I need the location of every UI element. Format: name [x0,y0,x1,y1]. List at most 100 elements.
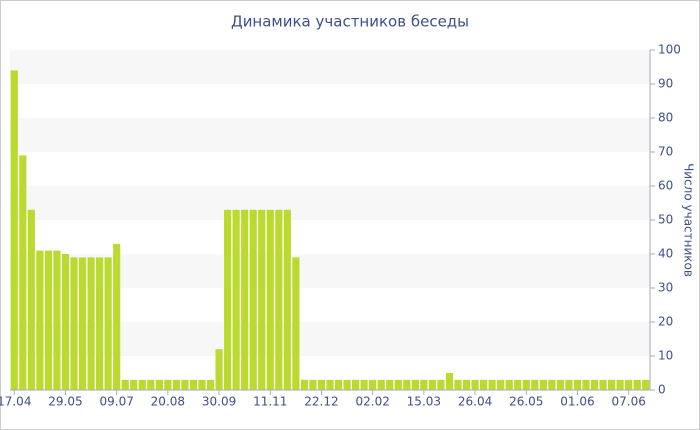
x-tick-label: 09.07 [99,395,133,409]
bar [155,379,163,390]
bar [138,379,146,390]
bar [590,379,599,390]
bar [300,379,308,390]
bar [582,379,590,390]
bar [181,379,189,390]
bar [241,209,249,390]
bar [172,379,180,390]
y-tick-label: 70 [658,145,673,159]
bar [497,379,505,390]
bar [445,373,454,390]
bar [531,379,539,390]
bar [189,379,198,390]
bar [283,209,291,390]
x-tick-label: 07.06 [611,395,645,409]
bar [360,379,368,390]
bar [522,379,530,390]
bar [514,379,522,390]
bar [78,257,87,390]
bar [428,379,436,390]
bar [343,379,351,390]
bar [96,257,104,390]
bar [147,379,155,390]
bar [215,349,223,390]
x-tick-label: 11.11 [253,395,287,409]
bar [10,70,18,391]
bar [599,379,607,390]
x-tick-label: 29.05 [48,395,82,409]
chart-title: Динамика участников беседы [231,13,469,31]
bar [420,379,428,390]
bar [130,379,138,390]
bar [206,379,215,390]
y-tick-label: 20 [658,315,673,329]
bar [249,209,257,390]
bar [411,379,419,390]
bar [19,155,27,390]
grid-band [10,118,650,152]
x-tick-label: 15.03 [407,395,441,409]
x-tick-label: 30.09 [202,395,236,409]
bar [232,209,240,390]
x-tick-label: 26.05 [509,395,543,409]
y-tick-label: 40 [658,247,673,261]
bar [386,379,394,390]
bar [377,379,385,390]
y-tick-label: 80 [658,111,673,125]
y-tick-label: 0 [658,383,666,397]
bar [403,379,411,390]
x-tick-label: 20.08 [151,395,185,409]
x-tick-label: 17.04 [0,395,31,409]
bar [573,379,582,390]
bar [394,379,402,390]
x-tick-label: 01.06 [560,395,594,409]
bar [258,209,266,390]
y-axis-title: Число участников [682,163,696,277]
bar [164,379,172,390]
bar [27,209,35,390]
y-tick-label: 90 [658,77,673,91]
bar [505,379,513,390]
bar [633,379,641,390]
x-tick-label: 26.04 [458,395,492,409]
bar [266,209,274,390]
bar [462,379,471,390]
x-tick-label: 02.02 [355,395,389,409]
bar [454,379,462,390]
y-tick-label: 30 [658,281,673,295]
bar [292,257,300,390]
bar [437,379,445,390]
bar [61,254,70,390]
bar [480,379,488,390]
bar [608,379,616,390]
bar [625,379,633,390]
y-tick-label: 50 [658,213,673,227]
grid-band [10,50,650,84]
bar [317,379,326,390]
y-tick-label: 10 [658,349,673,363]
bar [87,257,95,390]
bar [36,250,44,390]
bar [642,379,650,390]
bar [334,379,343,390]
y-tick-label: 60 [658,179,673,193]
bar [565,379,573,390]
bar [309,379,317,390]
bar [70,257,78,390]
bar [471,379,479,390]
bar [369,379,377,390]
bar [488,379,496,390]
bar [121,379,129,390]
x-tick-label: 22.12 [304,395,338,409]
bar [548,379,556,390]
bar [53,250,61,390]
bar [104,257,112,390]
bar [352,379,360,390]
bar [326,379,334,390]
bar [198,379,206,390]
bar [224,209,232,390]
bar [275,209,283,390]
y-tick-label: 100 [658,43,681,57]
bar [556,379,564,390]
